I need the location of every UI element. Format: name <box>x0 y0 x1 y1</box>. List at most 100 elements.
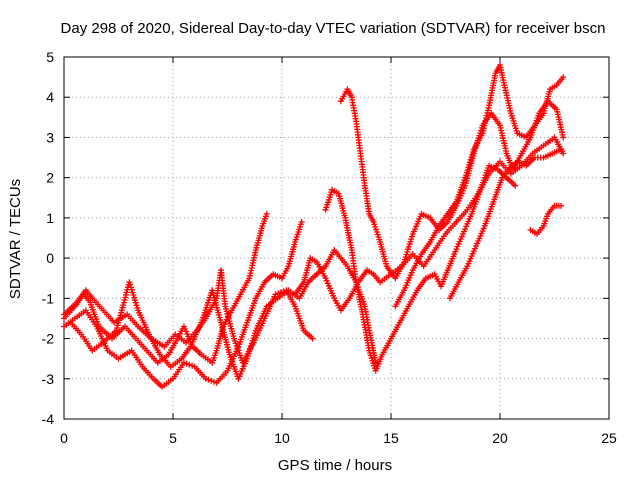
plus-marker <box>313 259 328 279</box>
axis-ticks <box>63 56 610 420</box>
plus-marker <box>453 177 468 205</box>
plus-marker <box>263 210 270 217</box>
plus-marker <box>348 94 359 122</box>
plus-marker <box>122 323 138 340</box>
y-tick-label: 4 <box>46 89 54 105</box>
trace-3 <box>67 247 379 382</box>
plus-marker <box>540 136 556 149</box>
x-tick-labels: 0 5 10 15 20 25 <box>60 430 617 446</box>
plus-marker <box>479 104 492 137</box>
plus-marker <box>348 247 359 283</box>
trace-5 <box>322 162 519 374</box>
plus-marker <box>285 241 298 270</box>
plus-marker <box>540 88 553 117</box>
plus-marker <box>78 331 94 352</box>
plus-marker <box>558 202 565 209</box>
plus-marker <box>503 174 517 188</box>
plus-marker <box>104 347 120 361</box>
plus-marker <box>473 225 487 249</box>
plus-marker <box>527 227 538 236</box>
y-tick-labels: -4 -3 -2 -1 0 1 2 3 4 5 <box>42 49 55 427</box>
plus-marker <box>82 287 94 300</box>
plus-marker <box>359 311 372 351</box>
plus-marker <box>545 204 556 217</box>
plus-marker <box>507 110 520 134</box>
plus-marker <box>292 221 304 245</box>
plus-marker <box>549 147 562 157</box>
y-tick-label: 3 <box>46 129 54 145</box>
trace-0 <box>61 210 270 366</box>
plus-marker <box>459 213 474 237</box>
plus-marker <box>187 321 204 350</box>
plus-marker <box>270 271 283 281</box>
grid-lines <box>64 57 609 419</box>
plus-marker <box>418 241 432 258</box>
trace-8 <box>446 146 565 302</box>
plus-marker <box>370 271 382 284</box>
plus-marker <box>165 337 180 358</box>
plus-marker <box>292 281 306 298</box>
plus-marker <box>213 325 226 354</box>
plus-marker <box>477 165 492 193</box>
plus-marker <box>490 177 505 205</box>
plus-marker <box>124 311 140 328</box>
plot-frame <box>63 56 610 420</box>
plus-marker <box>357 150 368 186</box>
plus-marker <box>246 249 259 282</box>
plus-marker <box>392 261 406 282</box>
plus-marker <box>468 189 483 217</box>
plus-marker <box>337 255 349 268</box>
plus-marker <box>464 245 478 270</box>
plus-marker <box>300 327 314 340</box>
plus-marker <box>431 233 447 254</box>
plus-marker <box>261 272 275 286</box>
plus-marker <box>235 321 250 350</box>
plus-marker <box>109 325 127 342</box>
plus-marker <box>292 303 306 332</box>
plus-marker <box>401 269 415 294</box>
plus-marker <box>392 289 406 310</box>
plus-marker <box>364 267 375 276</box>
plus-marker <box>202 375 217 385</box>
plus-marker <box>499 168 511 181</box>
data-marks <box>61 62 567 390</box>
plus-marker <box>71 309 87 322</box>
plus-marker <box>161 333 177 350</box>
plus-marker <box>366 210 376 223</box>
plus-marker <box>505 160 519 173</box>
trace-7 <box>392 62 567 310</box>
plus-marker <box>178 345 192 362</box>
plus-marker <box>337 297 352 314</box>
plus-marker <box>551 202 562 209</box>
x-tick-label: 20 <box>492 430 508 446</box>
plus-marker <box>442 220 458 237</box>
plus-marker <box>115 349 133 362</box>
plus-marker <box>388 321 402 342</box>
plus-marker <box>488 110 502 127</box>
plus-marker <box>414 277 428 294</box>
plus-marker <box>279 265 291 282</box>
plus-marker <box>444 253 457 274</box>
plus-marker <box>228 293 243 314</box>
plus-marker <box>218 319 232 356</box>
plus-marker <box>61 301 79 318</box>
plus-marker <box>113 281 132 334</box>
plus-marker <box>274 288 290 302</box>
plus-marker <box>331 247 343 260</box>
plus-marker <box>455 265 470 286</box>
plus-marker <box>540 151 554 161</box>
plus-marker <box>235 358 249 382</box>
plus-marker <box>146 331 162 356</box>
y-tick-label: 1 <box>46 210 54 226</box>
plus-marker <box>135 307 151 336</box>
plus-marker <box>344 86 354 99</box>
plus-marker <box>167 357 183 370</box>
plus-marker <box>405 289 419 310</box>
plus-marker <box>372 353 385 374</box>
plus-marker <box>156 351 172 368</box>
plus-marker <box>444 205 459 225</box>
plus-marker <box>553 76 565 89</box>
plus-marker <box>396 305 411 326</box>
plus-marker <box>353 279 366 315</box>
